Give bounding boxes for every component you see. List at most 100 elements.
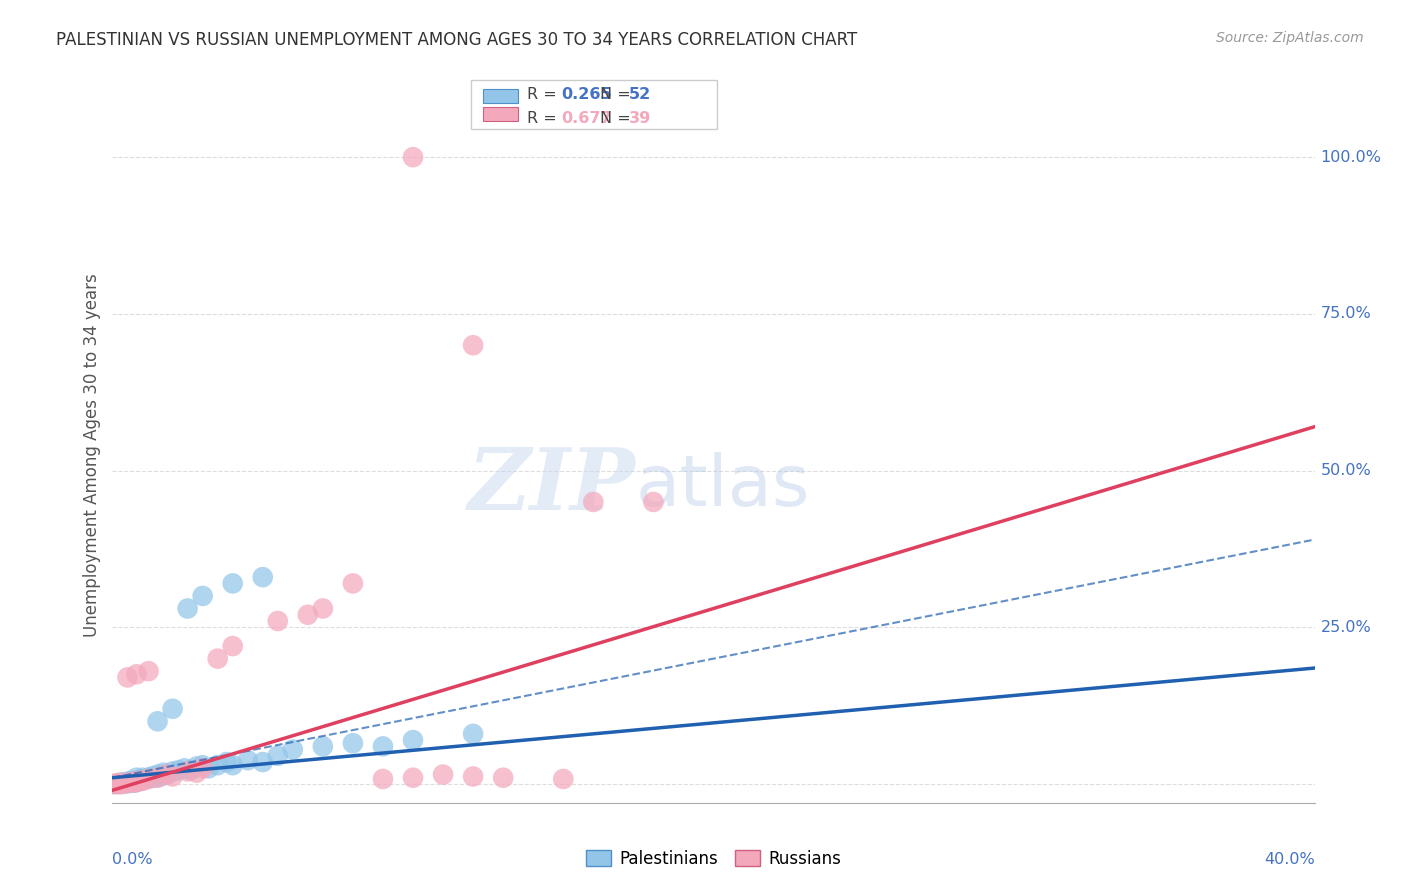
Point — [222, 639, 245, 653]
Point — [110, 777, 132, 791]
Point — [101, 777, 124, 791]
Point — [402, 733, 425, 747]
Text: atlas: atlas — [636, 451, 810, 521]
Point — [125, 775, 148, 789]
Text: 25.0%: 25.0% — [1320, 620, 1371, 635]
Point — [131, 772, 153, 787]
Point — [141, 769, 163, 783]
Point — [125, 775, 148, 789]
Point — [180, 763, 202, 777]
Point — [402, 771, 425, 785]
Text: ZIP: ZIP — [468, 444, 636, 528]
Point — [125, 771, 148, 785]
Point — [152, 765, 174, 780]
Point — [117, 670, 139, 684]
Bar — [482, 89, 519, 103]
Point — [146, 771, 169, 785]
Text: PALESTINIAN VS RUSSIAN UNEMPLOYMENT AMONG AGES 30 TO 34 YEARS CORRELATION CHART: PALESTINIAN VS RUSSIAN UNEMPLOYMENT AMON… — [56, 31, 858, 49]
Point — [122, 774, 145, 789]
Point — [138, 664, 160, 678]
Point — [186, 759, 208, 773]
Point — [191, 758, 214, 772]
Point — [312, 601, 335, 615]
Point — [131, 773, 153, 788]
Point — [101, 777, 124, 791]
Point — [222, 758, 245, 772]
Point — [146, 714, 169, 729]
Point — [138, 772, 160, 786]
Text: 0.265: 0.265 — [561, 87, 612, 102]
Text: 75.0%: 75.0% — [1320, 306, 1371, 321]
Point — [107, 776, 129, 790]
Point — [146, 767, 169, 781]
Text: 40.0%: 40.0% — [1264, 852, 1315, 866]
Point — [312, 739, 335, 754]
Point — [342, 736, 364, 750]
Point — [371, 772, 394, 786]
Point — [104, 777, 127, 791]
Point — [117, 775, 139, 789]
Text: R =: R = — [527, 111, 562, 126]
Point — [461, 769, 484, 783]
Point — [342, 576, 364, 591]
Point — [553, 772, 575, 786]
Point — [432, 767, 454, 781]
Text: 52: 52 — [628, 87, 651, 102]
Point — [162, 769, 184, 783]
Point — [128, 773, 150, 788]
Point — [120, 776, 142, 790]
Text: R =: R = — [527, 87, 562, 102]
Point — [371, 739, 394, 754]
Point — [122, 775, 145, 789]
Point — [155, 767, 177, 781]
Point — [207, 651, 229, 665]
Point — [186, 765, 208, 780]
Point — [191, 589, 214, 603]
Point — [267, 748, 290, 763]
Point — [207, 758, 229, 772]
Point — [117, 776, 139, 790]
Point — [236, 753, 259, 767]
Point — [267, 614, 290, 628]
Point — [120, 773, 142, 788]
Point — [104, 777, 127, 791]
Point — [191, 761, 214, 775]
Point — [120, 776, 142, 790]
Point — [167, 763, 190, 777]
Point — [461, 727, 484, 741]
Point — [162, 764, 184, 779]
Point — [297, 607, 319, 622]
Point — [107, 777, 129, 791]
Point — [176, 764, 198, 779]
Point — [492, 771, 515, 785]
Point — [252, 570, 274, 584]
Point — [222, 576, 245, 591]
Point — [143, 771, 166, 785]
Point — [173, 761, 195, 775]
Bar — [482, 107, 519, 120]
Point — [215, 755, 238, 769]
Point — [114, 776, 136, 790]
Text: Source: ZipAtlas.com: Source: ZipAtlas.com — [1216, 31, 1364, 45]
Y-axis label: Unemployment Among Ages 30 to 34 years: Unemployment Among Ages 30 to 34 years — [83, 273, 101, 637]
Point — [138, 771, 160, 785]
Point — [107, 776, 129, 790]
Point — [110, 776, 132, 790]
Text: 100.0%: 100.0% — [1320, 150, 1382, 165]
Point — [162, 702, 184, 716]
Point — [281, 742, 304, 756]
Point — [149, 769, 172, 783]
Point — [114, 775, 136, 789]
Point — [114, 776, 136, 790]
Point — [125, 667, 148, 681]
Point — [131, 771, 153, 785]
Text: N =: N = — [600, 87, 637, 102]
Point — [197, 761, 219, 775]
Text: 0.0%: 0.0% — [112, 852, 153, 866]
Point — [117, 776, 139, 790]
Text: 39: 39 — [628, 111, 651, 126]
Point — [110, 776, 132, 790]
Point — [461, 338, 484, 352]
Point — [107, 777, 129, 791]
Text: 50.0%: 50.0% — [1320, 463, 1371, 478]
